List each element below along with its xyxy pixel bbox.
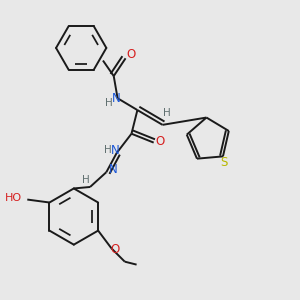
Text: H: H — [105, 98, 112, 108]
Text: S: S — [221, 156, 228, 170]
Text: O: O — [110, 243, 120, 256]
Text: N: N — [111, 143, 120, 157]
Text: N: N — [109, 163, 117, 176]
Text: H: H — [82, 175, 89, 184]
Text: H: H — [163, 108, 171, 118]
Text: HO: HO — [5, 193, 22, 203]
Text: H: H — [104, 145, 112, 155]
Text: N: N — [112, 92, 121, 105]
Text: O: O — [127, 48, 136, 61]
Text: O: O — [155, 135, 164, 148]
